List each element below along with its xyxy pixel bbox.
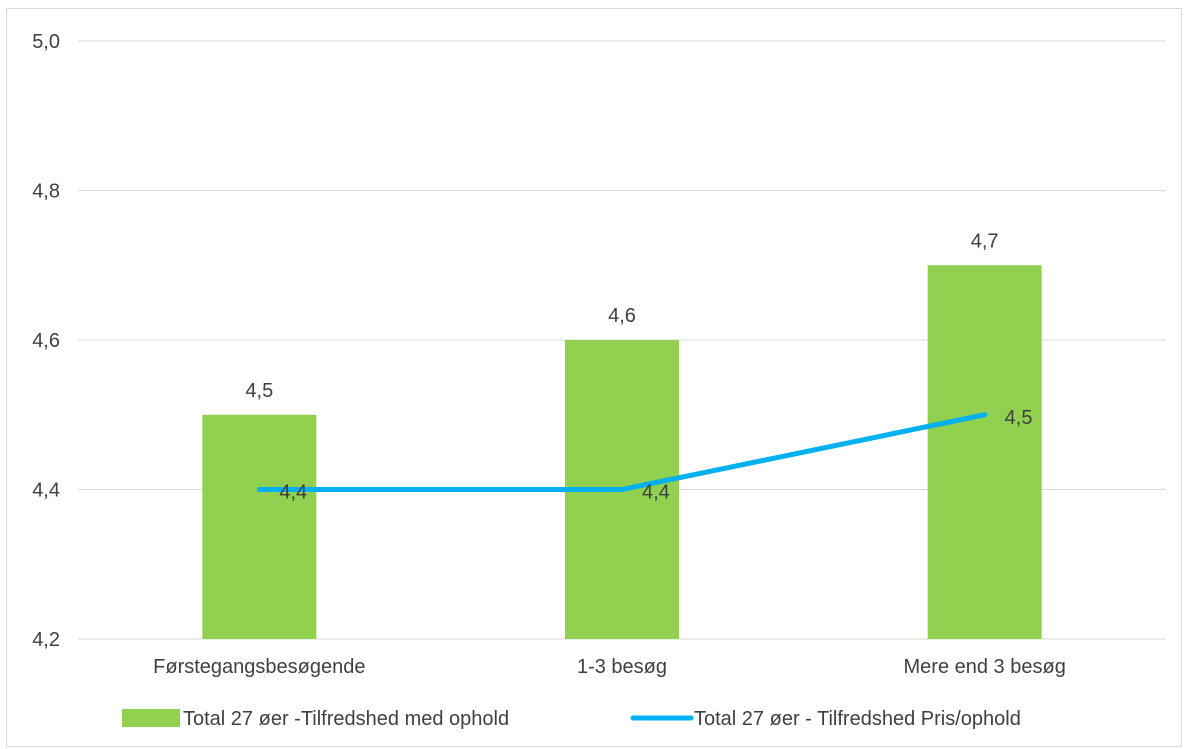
bar-data-label: 4,6 [608, 305, 636, 327]
line-series: 4,4 4,4 4,5 [256, 407, 1033, 504]
x-axis: Førstegangsbesøgende 1-3 besøg Mere end 3 … [153, 656, 1066, 678]
legend-swatch-bar [122, 709, 180, 727]
y-tick-label: 4,2 [32, 629, 60, 651]
bar [927, 265, 1042, 639]
legend-label-bar: Total 27 øer -Tilfredshed med ophold [183, 708, 509, 730]
y-tick-label: 4,8 [32, 181, 60, 203]
bar-series: 4,5 4,6 4,7 [202, 230, 1042, 639]
y-tick-label: 4,4 [32, 480, 60, 502]
line-data-label: 4,4 [279, 482, 307, 504]
legend: Total 27 øer -Tilfredshed med ophold Tota… [122, 708, 1021, 730]
y-axis: 4,2 4,4 4,6 4,8 5,0 [32, 31, 60, 651]
line-data-label: 4,4 [642, 482, 670, 504]
x-tick-label: Mere end 3 besøg [904, 656, 1066, 678]
y-tick-label: 5,0 [32, 31, 60, 53]
bar-data-label: 4,5 [245, 380, 273, 402]
x-tick-label: 1-3 besøg [577, 656, 667, 678]
bar [202, 414, 317, 639]
x-tick-label: Førstegangsbesøgende [153, 656, 365, 678]
line-data-label: 4,5 [1005, 407, 1033, 429]
y-tick-label: 4,6 [32, 330, 60, 352]
legend-label-line: Total 27 øer - Tilfredshed Pris/ophold [694, 708, 1021, 730]
bar-data-label: 4,7 [971, 230, 999, 252]
